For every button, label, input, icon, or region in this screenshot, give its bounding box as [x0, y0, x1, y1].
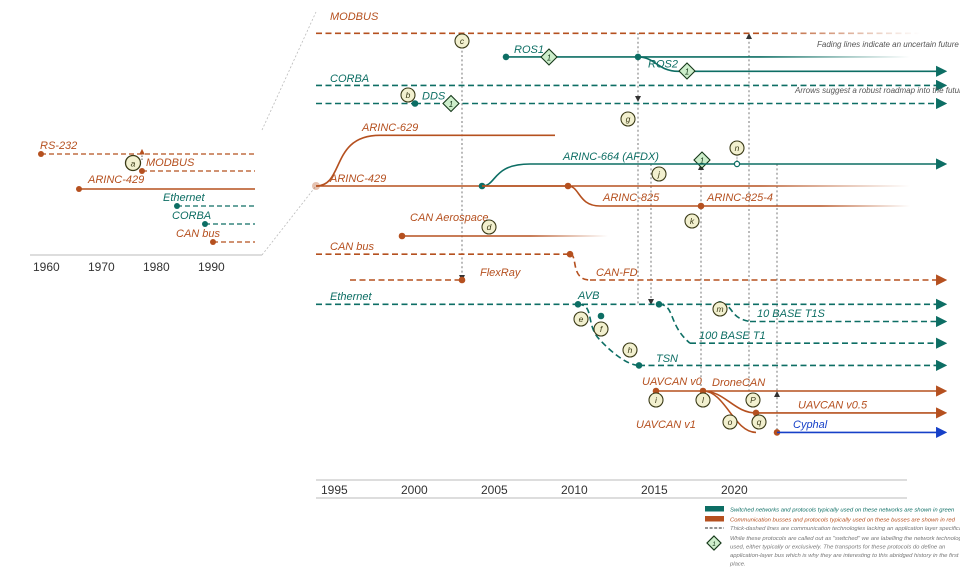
svg-text:e: e [579, 314, 584, 324]
svg-text:q: q [757, 417, 762, 427]
svg-text:ARINC-429: ARINC-429 [329, 173, 386, 185]
svg-text:CAN bus: CAN bus [176, 228, 221, 240]
svg-text:n: n [735, 143, 740, 153]
svg-text:1: 1 [547, 54, 551, 63]
svg-text:DroneCAN: DroneCAN [712, 377, 765, 389]
svg-text:UAVCAN v1: UAVCAN v1 [636, 419, 696, 431]
svg-text:CAN-FD: CAN-FD [596, 267, 638, 279]
svg-text:FlexRay: FlexRay [480, 267, 522, 279]
svg-text:CAN bus: CAN bus [330, 241, 375, 253]
svg-text:1970: 1970 [88, 260, 115, 274]
svg-text:Cyphal: Cyphal [793, 419, 828, 431]
svg-text:2005: 2005 [481, 483, 508, 497]
svg-text:2020: 2020 [721, 483, 748, 497]
svg-text:Thick-dashed lines are communi: Thick-dashed lines are communication tec… [730, 526, 960, 532]
svg-text:b: b [406, 90, 411, 100]
svg-text:While these protocols are call: While these protocols are called out as … [730, 536, 960, 542]
svg-text:Ethernet: Ethernet [330, 291, 373, 303]
svg-text:Switched networks and protocol: Switched networks and protocols typicall… [730, 508, 955, 514]
svg-text:2015: 2015 [641, 483, 668, 497]
svg-text:TSN: TSN [656, 353, 678, 365]
svg-text:ROS2: ROS2 [648, 59, 678, 71]
svg-text:m: m [716, 304, 723, 314]
svg-text:ARINC-629: ARINC-629 [361, 122, 418, 134]
svg-text:Communication busses and proto: Communication busses and protocols typic… [730, 518, 956, 524]
svg-text:100 BASE T1: 100 BASE T1 [699, 330, 766, 342]
svg-text:CAN Aerospace: CAN Aerospace [410, 212, 488, 224]
svg-text:a: a [131, 159, 136, 169]
svg-text:MODBUS: MODBUS [146, 157, 195, 169]
svg-text:RS-232: RS-232 [40, 140, 77, 152]
svg-text:1: 1 [712, 541, 716, 548]
svg-text:10 BASE T1S: 10 BASE T1S [757, 308, 826, 320]
svg-text:ROS1: ROS1 [514, 44, 544, 56]
svg-text:2000: 2000 [401, 483, 428, 497]
svg-text:ARINC-825-4: ARINC-825-4 [706, 192, 773, 204]
svg-text:UAVCAN v0.5: UAVCAN v0.5 [798, 400, 868, 412]
svg-text:1995: 1995 [321, 483, 348, 497]
svg-text:1960: 1960 [33, 260, 60, 274]
svg-text:DDS: DDS [422, 91, 446, 103]
svg-text:application-layer bus which is: application-layer bus which is why they … [730, 553, 959, 559]
svg-text:CORBA: CORBA [330, 73, 369, 85]
svg-text:h: h [628, 345, 633, 355]
svg-text:used, either typically or excl: used, either typically or exclusively. T… [730, 545, 946, 551]
svg-text:CORBA: CORBA [172, 210, 211, 222]
svg-text:Ethernet: Ethernet [163, 192, 206, 204]
svg-text:UAVCAN v0: UAVCAN v0 [642, 376, 703, 388]
svg-text:P: P [750, 395, 756, 405]
svg-text:d: d [487, 222, 492, 232]
svg-text:1: 1 [685, 68, 689, 77]
svg-text:place.: place. [729, 562, 746, 568]
svg-text:ARINC-429: ARINC-429 [87, 174, 144, 186]
svg-text:ARINC-664 (AFDX): ARINC-664 (AFDX) [562, 151, 659, 163]
svg-text:o: o [728, 417, 733, 427]
svg-text:g: g [626, 114, 631, 124]
svg-text:Fading lines indicate an uncer: Fading lines indicate an uncertain futur… [817, 40, 959, 49]
svg-text:1: 1 [449, 100, 453, 109]
svg-text:ARINC-825: ARINC-825 [602, 192, 660, 204]
svg-text:MODBUS: MODBUS [330, 11, 379, 23]
svg-text:1980: 1980 [143, 260, 170, 274]
svg-text:2010: 2010 [561, 483, 588, 497]
svg-text:1990: 1990 [198, 260, 225, 274]
svg-text:AVB: AVB [577, 290, 599, 302]
svg-text:Arrows suggest a robust roadma: Arrows suggest a robust roadmap into the… [794, 86, 960, 95]
